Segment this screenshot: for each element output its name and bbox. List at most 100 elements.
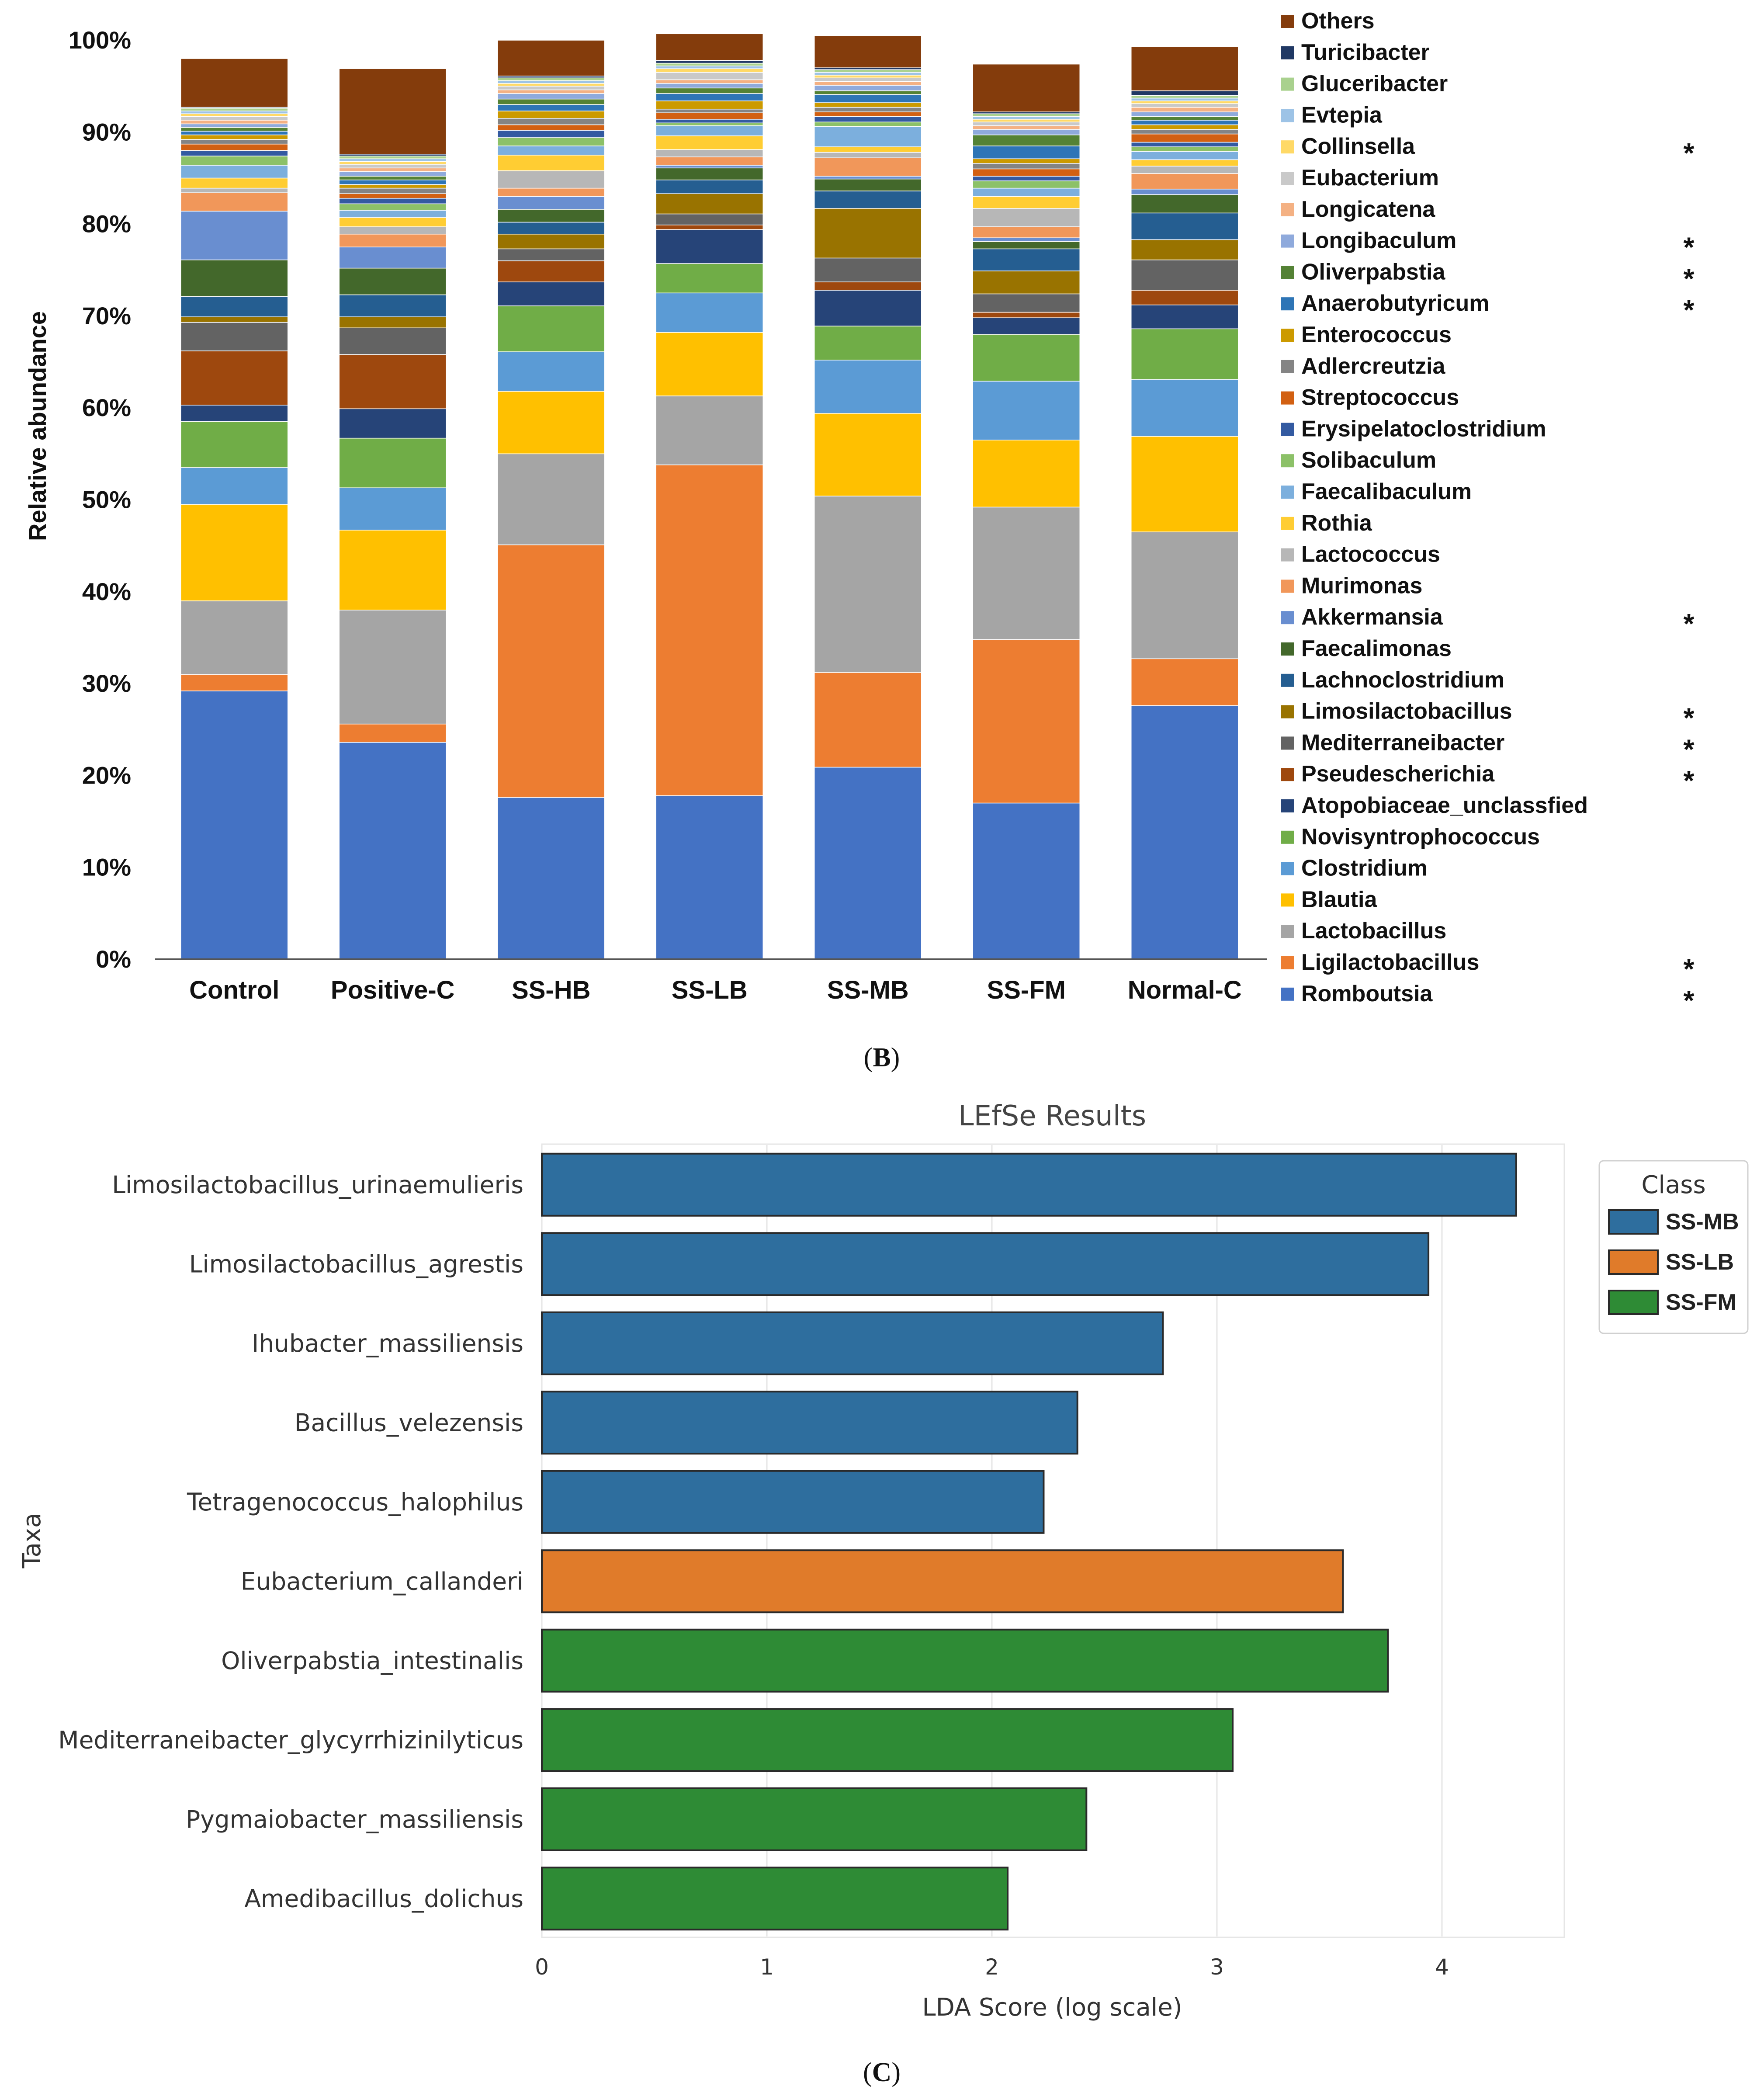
panel-c-lefse-chart: LEfSe Results Limosilactobacillus_urinae…: [18, 1100, 1749, 2087]
y-tick-label: 50%: [82, 486, 131, 514]
legend-item-ligilactobacillus: Ligilactobacillus *: [1281, 950, 1695, 985]
taxa-labels: Limosilactobacillus_urinaemulieris Limosi…: [58, 1171, 523, 1913]
legend-item-ss-lb: SS-LB: [1608, 1249, 1734, 1275]
bar-segment-evtepia: [1131, 97, 1239, 101]
legend-label: Anaerobutyricum: [1301, 291, 1490, 316]
bar-segment-faecalimonas: [814, 178, 922, 191]
taxon-label: Eubacterium_callanderi: [241, 1567, 523, 1595]
bar-segment-rothia: [1131, 159, 1239, 167]
legend-label: Solibaculum: [1301, 448, 1436, 473]
bar-segment-lactobacillus: [339, 610, 447, 725]
x-tick-label: Normal-C: [1128, 976, 1242, 1004]
bar-segment-murimonas: [814, 157, 922, 177]
bar-segment-lactococcus: [814, 152, 922, 158]
bar-segment-oliverpabstia: [814, 90, 922, 95]
bar-segment-collinsella: [655, 68, 763, 73]
bar-segment-murimonas: [180, 192, 288, 212]
legend-label: Longibaculum: [1301, 228, 1456, 253]
legend-item-murimonas: Murimonas: [1281, 573, 1422, 598]
bar-segment-oliverpabstia: [655, 87, 763, 94]
bar-segment-others: [497, 40, 605, 76]
legend-item-lachnoclostridium: Lachnoclostridium: [1281, 667, 1504, 693]
bar-segment-longicatena: [655, 79, 763, 84]
bar-segment-eubacterium: [655, 72, 763, 80]
legend-swatch: [1281, 172, 1294, 185]
bar-segment-akkermansia: [1131, 188, 1239, 195]
significance-star: *: [1684, 953, 1695, 985]
bar-segment-faecalibaculum: [339, 210, 447, 218]
bar-segment-enterococcus: [1131, 124, 1239, 130]
legend-label: Atopobiaceae_unclassfied: [1301, 793, 1588, 818]
x-tick-label: SS-FM: [987, 976, 1066, 1004]
legend-swatch: [1281, 548, 1294, 562]
bar-segment-adlercreutzia: [497, 118, 605, 125]
bar-segment-enterococcus: [339, 184, 447, 189]
legend-item-atopobiaceae-unclassfied: Atopobiaceae_unclassfied: [1281, 793, 1588, 818]
legend-item-solibaculum: Solibaculum: [1281, 448, 1436, 473]
bar-segment-faecalimonas: [339, 267, 447, 295]
legend-label: Mediterraneibacter: [1301, 730, 1504, 755]
legend-swatch: [1608, 1209, 1659, 1235]
bar-segment-turicibacter: [1131, 90, 1239, 96]
bar-segment-blautia: [655, 332, 763, 396]
bar-segment-lactococcus: [180, 187, 288, 193]
bar-segment-streptococcus: [180, 143, 288, 151]
bar-segment-others: [972, 63, 1080, 112]
taxon-label: Limosilactobacillus_urinaemulieris: [112, 1171, 523, 1199]
bar-segment-romboutsia: [814, 767, 922, 960]
legend-swatch: [1608, 1290, 1659, 1315]
bar-segment-erysipelatoclostridium: [972, 176, 1080, 181]
x-tick-label: 0: [535, 1954, 549, 1980]
legend-swatch: [1281, 987, 1294, 1001]
bar-segment-atopobiaceae-unclassfied: [1131, 304, 1239, 330]
legend-swatch: [1281, 673, 1294, 687]
legend-item-streptococcus: Streptococcus: [1281, 385, 1459, 410]
legend-label: Lactobacillus: [1301, 918, 1446, 944]
bar-segment-lactobacillus: [1131, 531, 1239, 659]
legend-swatch: [1281, 266, 1294, 279]
x-tick-label: SS-LB: [672, 976, 748, 1004]
x-tick-label: 4: [1435, 1954, 1449, 1980]
bar-segment-streptococcus: [339, 193, 447, 199]
legend-label: Akkermansia: [1301, 604, 1443, 630]
legend-swatch: [1281, 736, 1294, 750]
legend-item-pseudescherichia: Pseudescherichia *: [1281, 761, 1695, 796]
bar-segment-evtepia: [180, 111, 288, 114]
bar-segment-longibaculum: [972, 129, 1080, 135]
bar-segment-lactobacillus: [814, 496, 922, 673]
x-tick-label: 3: [1210, 1954, 1224, 1980]
legend-item-turicibacter: Turicibacter: [1281, 40, 1430, 65]
chart-title: LEfSe Results: [958, 1100, 1146, 1132]
bar-segment-longibaculum: [180, 123, 288, 128]
lda-bar-pygmaiobacter-massiliensis: [541, 1787, 1088, 1851]
bar-segment-lactococcus: [339, 226, 447, 235]
bar-segment-romboutsia: [655, 795, 763, 960]
bar-segment-lactococcus: [972, 208, 1080, 227]
bar-segment-longibaculum: [655, 83, 763, 89]
legend-item-lactococcus: Lactococcus: [1281, 542, 1440, 567]
legend: Others Turicibacter Gluceribacter Evtepia Co…: [1281, 8, 1695, 1016]
bar-segment-blautia: [972, 440, 1080, 508]
legend-label: Novisyntrophococcus: [1301, 824, 1540, 850]
x-axis-ticks: 0 1 2 3 4: [535, 1954, 1449, 1980]
bar-segment-eubacterium: [180, 116, 288, 121]
legend-item-romboutsia: Romboutsia *: [1281, 981, 1695, 1016]
bar-segment-limosilactobacillus: [497, 233, 605, 250]
legend-item-enterococcus: Enterococcus: [1281, 322, 1452, 347]
significance-star: *: [1684, 985, 1695, 1016]
bar-segment-oliverpabstia: [180, 127, 288, 132]
legend-label: SS-MB: [1666, 1209, 1739, 1235]
bar-segment-erysipelatoclostridium: [497, 130, 605, 138]
lda-bar-amedibacillus-dolichus: [541, 1867, 1009, 1931]
bar-segment-pseudescherichia: [972, 312, 1080, 318]
bar-segment-blautia: [180, 504, 288, 601]
taxon-label: Limosilactobacillus_agrestis: [189, 1250, 523, 1278]
bar-segment-lactococcus: [655, 149, 763, 157]
legend-label: Rothia: [1301, 510, 1372, 536]
bar-segment-longicatena: [339, 167, 447, 172]
bar-segment-oliverpabstia: [339, 176, 447, 180]
bar-segment-akkermansia: [655, 165, 763, 169]
lda-bar-oliverpabstia-intestinalis: [541, 1628, 1389, 1693]
legend-label: Romboutsia: [1301, 981, 1433, 1006]
bar-segment-novisyntrophococcus: [497, 305, 605, 352]
